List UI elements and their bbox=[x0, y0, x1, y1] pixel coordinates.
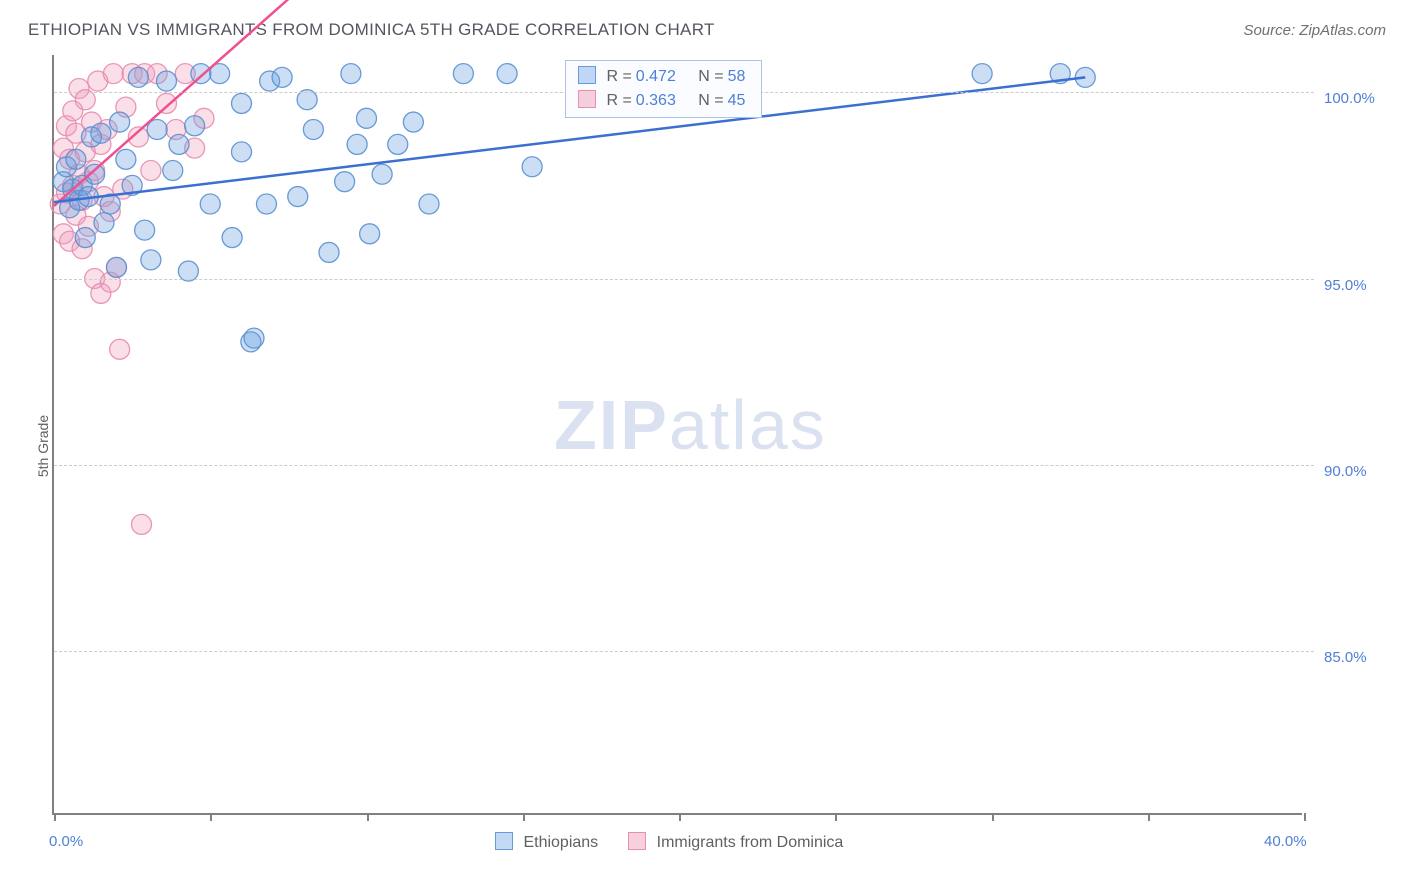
scatter-point bbox=[163, 160, 183, 180]
y-tick-label: 90.0% bbox=[1324, 463, 1367, 480]
scatter-point bbox=[522, 157, 542, 177]
scatter-point bbox=[272, 67, 292, 87]
scatter-point bbox=[110, 339, 130, 359]
series-label: Ethiopians bbox=[523, 834, 598, 851]
scatter-point bbox=[303, 120, 323, 140]
y-tick-label: 95.0% bbox=[1324, 277, 1367, 294]
scatter-point bbox=[135, 220, 155, 240]
x-tick bbox=[210, 813, 212, 821]
x-tick bbox=[1304, 813, 1306, 821]
scatter-point bbox=[319, 242, 339, 262]
x-tick bbox=[835, 813, 837, 821]
swatch-icon bbox=[578, 66, 596, 84]
y-tick-label: 85.0% bbox=[1324, 649, 1367, 666]
scatter-point bbox=[244, 328, 264, 348]
scatter-point bbox=[94, 213, 114, 233]
x-tick bbox=[54, 813, 56, 821]
scatter-point bbox=[497, 64, 517, 84]
scatter-point bbox=[288, 187, 308, 207]
scatter-point bbox=[91, 123, 111, 143]
scatter-point bbox=[66, 149, 86, 169]
scatter-point bbox=[257, 194, 277, 214]
scatter-point bbox=[141, 160, 161, 180]
scatter-point bbox=[232, 142, 252, 162]
swatch-icon bbox=[495, 832, 513, 850]
scatter-point bbox=[360, 224, 380, 244]
series-legend: Ethiopians Immigrants from Dominica bbox=[495, 832, 843, 852]
scatter-point bbox=[357, 108, 377, 128]
scatter-point bbox=[110, 112, 130, 132]
scatter-point bbox=[232, 93, 252, 113]
x-tick bbox=[1148, 813, 1150, 821]
scatter-point bbox=[169, 134, 189, 154]
scatter-point bbox=[222, 228, 242, 248]
scatter-point bbox=[403, 112, 423, 132]
y-tick-label: 100.0% bbox=[1324, 90, 1375, 107]
scatter-point bbox=[335, 172, 355, 192]
scatter-point bbox=[75, 228, 95, 248]
gridline bbox=[54, 465, 1314, 466]
scatter-point bbox=[372, 164, 392, 184]
scatter-point bbox=[141, 250, 161, 270]
scatter-point bbox=[157, 93, 177, 113]
swatch-icon bbox=[628, 832, 646, 850]
chart-title: ETHIOPIAN VS IMMIGRANTS FROM DOMINICA 5T… bbox=[28, 20, 715, 40]
scatter-point bbox=[453, 64, 473, 84]
x-tick bbox=[523, 813, 525, 821]
series-label: Immigrants from Dominica bbox=[657, 834, 844, 851]
swatch-icon bbox=[578, 90, 596, 108]
scatter-point bbox=[341, 64, 361, 84]
scatter-point bbox=[157, 71, 177, 91]
x-tick bbox=[679, 813, 681, 821]
gridline bbox=[54, 651, 1314, 652]
x-tick-label: 40.0% bbox=[1264, 833, 1307, 850]
x-tick bbox=[992, 813, 994, 821]
scatter-point bbox=[972, 64, 992, 84]
scatter-point bbox=[419, 194, 439, 214]
y-axis-label: 5th Grade bbox=[35, 415, 51, 477]
x-tick-label: 0.0% bbox=[49, 833, 83, 850]
scatter-point bbox=[107, 257, 127, 277]
scatter-point bbox=[191, 64, 211, 84]
chart-plot-area: ZIPatlas 100.0%95.0%90.0%85.0%0.0%40.0% bbox=[52, 55, 1302, 815]
scatter-point bbox=[132, 514, 152, 534]
scatter-point bbox=[85, 164, 105, 184]
scatter-point bbox=[347, 134, 367, 154]
correlation-legend: R =0.472 N =58 R =0.363 N =45 bbox=[565, 60, 762, 118]
scatter-point bbox=[103, 64, 123, 84]
scatter-point bbox=[185, 116, 205, 136]
scatter-point bbox=[388, 134, 408, 154]
scatter-point bbox=[128, 67, 148, 87]
scatter-svg bbox=[54, 55, 1304, 815]
scatter-point bbox=[200, 194, 220, 214]
scatter-point bbox=[116, 149, 136, 169]
source-label: Source: ZipAtlas.com bbox=[1243, 22, 1386, 39]
gridline bbox=[54, 279, 1314, 280]
x-tick bbox=[367, 813, 369, 821]
